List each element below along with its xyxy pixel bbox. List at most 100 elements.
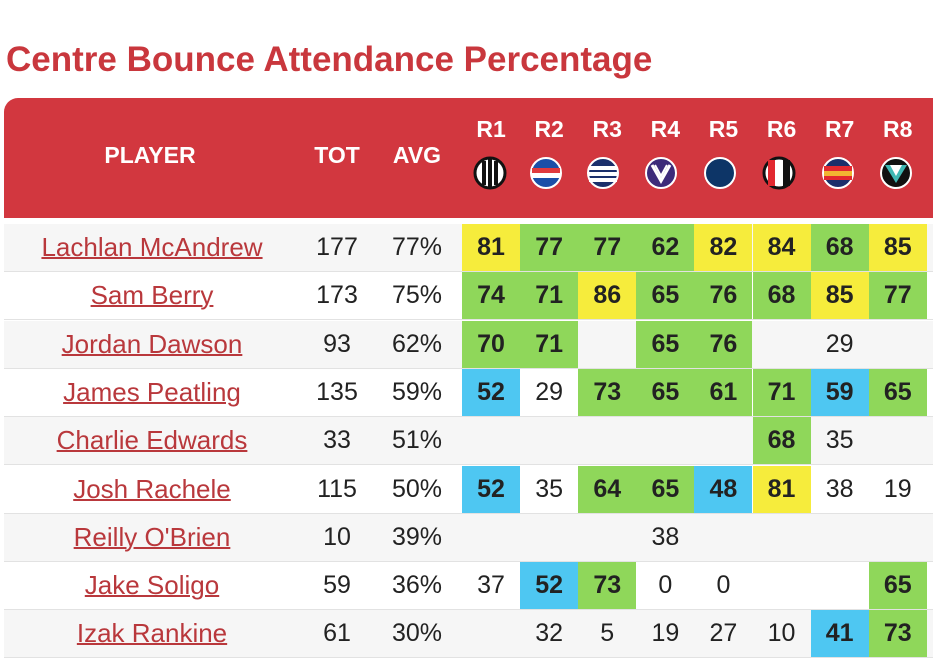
avg: 62% [391, 329, 443, 358]
round-value [520, 514, 578, 561]
round-value: 65 [636, 368, 695, 416]
player-link[interactable]: Charlie Edwards [56, 425, 248, 456]
round-value: 32 [535, 619, 564, 648]
round-value [869, 417, 927, 464]
round-value: 62 [636, 224, 695, 271]
header-round: R2 [534, 116, 564, 142]
round-value: 86 [578, 272, 637, 320]
round-value: 81 [752, 465, 811, 513]
round-value: 19 [883, 474, 912, 503]
avg: 51% [391, 426, 443, 455]
player-link[interactable]: Izak Rankine [76, 618, 228, 649]
round-value: 52 [520, 562, 579, 610]
header-round: R8 [883, 116, 913, 142]
round-value: 65 [636, 465, 695, 513]
round-value [578, 417, 636, 464]
avg: 75% [391, 281, 443, 310]
round-value: 65 [868, 562, 927, 610]
tot: 93 [323, 329, 351, 358]
round-value: 76 [694, 272, 753, 320]
tot: 59 [323, 571, 351, 600]
round-value: 10 [767, 619, 796, 648]
player-link[interactable]: Lachlan McAndrew [41, 232, 263, 262]
team-icon [530, 157, 562, 189]
round-value: 65 [868, 368, 927, 416]
header-tot: TOT [314, 142, 360, 168]
tot: 135 [316, 377, 358, 406]
avg: 77% [391, 233, 443, 261]
round-value: 37 [477, 571, 505, 600]
player-link[interactable]: Sam Berry [90, 280, 214, 311]
round-value [462, 417, 520, 464]
round-value: 64 [578, 465, 637, 513]
round-value: 77 [520, 224, 579, 271]
round-value: 65 [636, 272, 695, 320]
team-icon [704, 157, 736, 189]
round-value: 52 [462, 368, 521, 416]
round-value [636, 417, 694, 464]
player-link[interactable]: Josh Rachele [73, 473, 231, 504]
title: Centre Bounce Attendance Percentage [6, 40, 653, 79]
player-link[interactable]: Jake Soligo [84, 570, 220, 601]
team-icon [645, 157, 677, 189]
round-value [753, 514, 811, 561]
round-value: 70 [462, 320, 521, 368]
round-value [869, 514, 927, 561]
round-value: 48 [694, 465, 753, 513]
round-value: 71 [520, 272, 579, 320]
round-value [462, 610, 520, 657]
round-value [694, 417, 752, 464]
row [4, 562, 933, 611]
round-value: 65 [636, 320, 695, 368]
round-value: 68 [810, 224, 869, 271]
round-value: 0 [658, 571, 673, 600]
team-icon [822, 157, 854, 189]
header-round: R1 [476, 116, 506, 142]
round-value: 81 [462, 224, 521, 271]
round-value: 52 [462, 465, 521, 513]
round-value: 38 [651, 522, 680, 551]
round-value: 71 [520, 320, 579, 368]
round-value: 85 [810, 272, 869, 320]
round-value: 84 [752, 224, 811, 271]
avg: 39% [391, 522, 443, 551]
round-value: 85 [868, 224, 927, 271]
round-value [811, 562, 869, 609]
round-value: 82 [694, 224, 753, 271]
header-round: R5 [708, 116, 739, 142]
round-value: 41 [810, 610, 869, 658]
tot: 173 [316, 281, 358, 310]
round-value: 71 [752, 368, 811, 416]
tot: 10 [323, 522, 351, 551]
round-value: 29 [825, 329, 854, 358]
round-value: 73 [578, 368, 637, 416]
round-value: 77 [868, 272, 927, 320]
round-value: 35 [825, 426, 854, 455]
round-value: 19 [651, 619, 680, 648]
avg: 30% [391, 619, 443, 648]
round-value: 35 [535, 474, 564, 503]
round-value: 73 [578, 562, 637, 610]
team-icon [880, 157, 912, 189]
round-value [578, 321, 636, 368]
row [4, 513, 933, 562]
player-link[interactable]: Jordan Dawson [61, 328, 243, 359]
header-round: R6 [766, 116, 797, 142]
round-value: 61 [694, 368, 753, 416]
avg: 36% [391, 571, 443, 600]
tot: 115 [317, 474, 357, 503]
round-value: 27 [709, 619, 738, 648]
tot: 177 [316, 233, 358, 261]
player-link[interactable]: Reilly O'Brien [73, 521, 231, 552]
round-value: 29 [535, 377, 564, 406]
round-value [578, 514, 636, 561]
round-value: 5 [600, 619, 615, 648]
round-value: 73 [868, 610, 927, 658]
header-round: R4 [650, 116, 681, 142]
tot: 61 [323, 619, 351, 648]
header-avg: AVG [392, 142, 442, 168]
round-value: 38 [825, 474, 854, 503]
player-link[interactable]: James Peatling [63, 376, 241, 407]
header-round: R3 [592, 116, 622, 142]
